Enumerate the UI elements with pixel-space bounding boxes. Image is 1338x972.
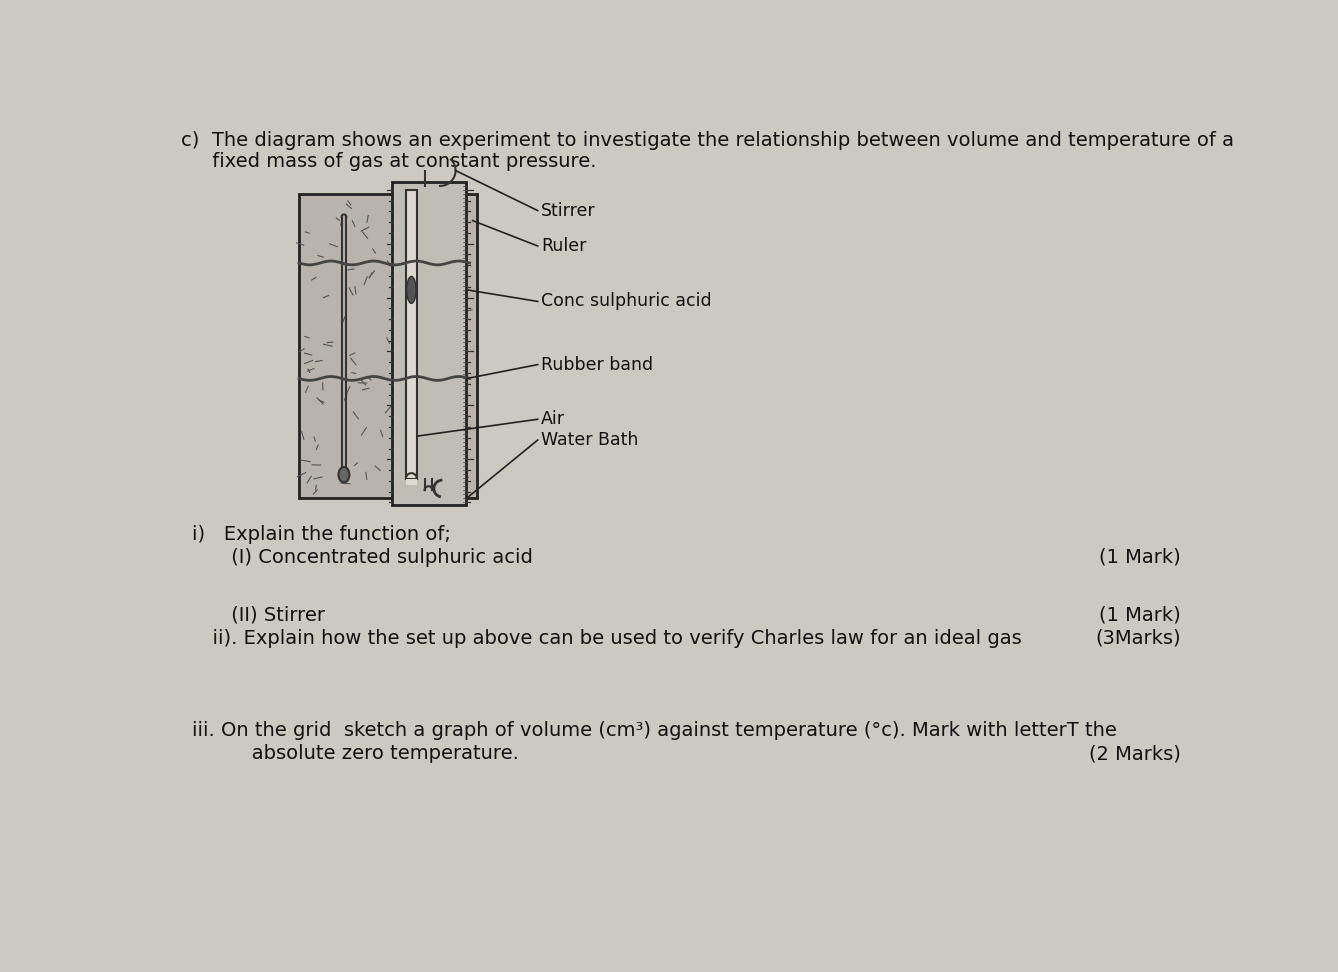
Text: Conc sulphuric acid: Conc sulphuric acid: [541, 293, 712, 310]
Text: Stirrer: Stirrer: [541, 201, 595, 220]
Bar: [298, 193, 478, 498]
Text: iii. On the grid  sketch a graph of volume (cm³) against temperature (°c). Mark : iii. On the grid sketch a graph of volum…: [193, 721, 1117, 740]
Text: fixed mass of gas at constant pressure.: fixed mass of gas at constant pressure.: [181, 152, 597, 171]
Text: (3Marks): (3Marks): [1096, 629, 1181, 647]
Bar: [405, 190, 417, 478]
Text: Water Bath: Water Bath: [541, 431, 638, 449]
Text: (I) Concentrated sulphuric acid: (I) Concentrated sulphuric acid: [199, 548, 533, 567]
Text: i)   Explain the function of;: i) Explain the function of;: [193, 525, 451, 543]
Text: Air: Air: [541, 410, 565, 429]
Bar: [392, 182, 466, 505]
Text: Ruler: Ruler: [541, 237, 586, 255]
Text: c)  The diagram shows an experiment to investigate the relationship between volu: c) The diagram shows an experiment to in…: [181, 130, 1234, 150]
Ellipse shape: [407, 276, 416, 303]
Text: (II) Stirrer: (II) Stirrer: [199, 606, 325, 625]
Text: (1 Mark): (1 Mark): [1100, 606, 1181, 625]
Text: ii). Explain how the set up above can be used to verify Charles law for an ideal: ii). Explain how the set up above can be…: [199, 629, 1021, 647]
Bar: [405, 478, 417, 485]
Ellipse shape: [339, 467, 349, 482]
Text: Rubber band: Rubber band: [541, 356, 653, 373]
Text: (2 Marks): (2 Marks): [1089, 745, 1181, 763]
Text: (1 Mark): (1 Mark): [1100, 548, 1181, 567]
Text: absolute zero temperature.: absolute zero temperature.: [207, 745, 518, 763]
